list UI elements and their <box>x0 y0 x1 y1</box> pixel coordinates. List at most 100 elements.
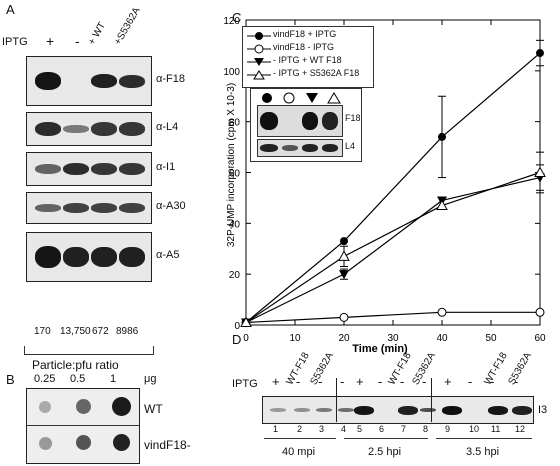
inset-marker-1 <box>262 93 272 103</box>
dot-wt-2 <box>76 399 91 414</box>
i3-band-2 <box>294 408 310 412</box>
amount-unit: μg <box>144 373 157 385</box>
series-line-4 <box>245 171 541 323</box>
iptg-sign-d-7: - <box>400 374 405 389</box>
ratio-footer: Particle:pfu ratio <box>32 358 119 372</box>
blot-4 <box>26 192 152 224</box>
blot-label-1: α-F18 <box>156 73 185 85</box>
series-4-point-2 <box>338 250 350 261</box>
lane-number-4: 4 <box>341 424 347 434</box>
time-label-2: 2.5 hpi <box>368 446 402 458</box>
x-tick-label-6: 60 <box>534 333 546 344</box>
iptg-sign-d-9: + <box>444 374 452 389</box>
inset-l4-blot <box>257 139 343 157</box>
blot-3-band-4 <box>119 163 145 175</box>
series-4-point-4 <box>534 166 546 177</box>
blot-1-band-3 <box>91 74 117 88</box>
time-label-3: 3.5 hpi <box>466 446 500 458</box>
blot-label-3: α-I1 <box>156 161 176 173</box>
iptg-label-d: IPTG <box>232 378 258 390</box>
y-tick-label-2: 40 <box>229 219 241 230</box>
row-label-wt: WT <box>144 402 163 416</box>
inset-marker-2 <box>283 92 295 104</box>
series-line-3 <box>245 176 541 323</box>
lane-label-wt: + WT <box>86 20 109 47</box>
panel-b-letter: B <box>6 372 15 387</box>
divider-1 <box>336 378 337 422</box>
iptg-sign-d-6: - <box>378 374 383 389</box>
dot-vind-1 <box>39 437 52 450</box>
iptg-sign-d-2: - <box>296 374 301 389</box>
lane-number-9: 9 <box>445 424 451 434</box>
legend-entry-4: - IPTG + S5362A F18 <box>273 68 360 78</box>
i3-band-1 <box>270 408 286 412</box>
blot-2-band-2 <box>63 125 89 133</box>
inset-l4-band-3 <box>302 144 318 152</box>
blot-1 <box>26 56 152 106</box>
inset-f18-band-3 <box>302 112 318 130</box>
blot-5-band-3 <box>91 247 117 267</box>
x-tick-label-5: 50 <box>485 333 497 344</box>
y-tick-label-0: 0 <box>234 321 240 332</box>
lane-number-10: 10 <box>469 424 480 434</box>
ratio-4: 8986 <box>116 326 139 337</box>
blot-3-band-3 <box>91 163 117 175</box>
lane-number-3: 3 <box>319 424 325 434</box>
ratio-1: 170 <box>34 326 51 337</box>
legend-entry-3: - IPTG + WT F18 <box>273 55 342 65</box>
lane-number-12: 12 <box>515 424 526 434</box>
series-1-point-3 <box>438 132 446 141</box>
series-line-1 <box>245 52 541 323</box>
blot-label-5: α-A5 <box>156 249 180 261</box>
inset-l4-band-2 <box>282 145 298 151</box>
blot-1-band-1 <box>35 72 61 90</box>
iptg-sign-d-10: - <box>468 374 473 389</box>
legend-marker-open-triangle <box>253 70 265 80</box>
blot-1-band-4 <box>119 74 145 88</box>
i3-band-8 <box>420 408 436 412</box>
series-4-point-3 <box>436 199 448 211</box>
x-tick-label-1: 10 <box>289 333 301 344</box>
blot-2-band-3 <box>91 122 117 136</box>
blot-2-band-1 <box>35 122 61 136</box>
dot-vind-2 <box>76 435 91 450</box>
x-tick-label-2: 20 <box>338 333 350 344</box>
series-line-2 <box>245 311 540 324</box>
time-label-1: 40 mpi <box>282 446 316 458</box>
y-tick-label-5: 100 <box>223 67 240 78</box>
ratio-bracket <box>24 346 154 355</box>
dot-wt-3 <box>112 397 131 416</box>
divider-2 <box>431 378 432 422</box>
inset-marker-4 <box>327 92 341 104</box>
dot-vind-3 <box>113 434 130 451</box>
blot-4-band-1 <box>35 204 61 212</box>
chart-y-label: 32P-UMP incorporation (cpm X 10-3) <box>226 83 237 247</box>
lane-label-s5362a: +S5362A <box>112 5 143 48</box>
i3-band-5 <box>354 405 374 415</box>
series-1-point-4 <box>536 49 544 58</box>
series-2-point-4 <box>535 307 545 317</box>
ratio-2: 13,750 <box>60 326 91 337</box>
blot-5-band-2 <box>63 247 89 267</box>
inset-f18-band-1 <box>260 112 278 130</box>
blot-4-band-3 <box>91 203 117 213</box>
blot-3-band-1 <box>35 164 61 174</box>
lane-number-8: 8 <box>423 424 429 434</box>
i3-band-9 <box>442 405 462 415</box>
chart-x-label: Time (min) <box>352 343 408 355</box>
blot-3-band-2 <box>63 163 89 175</box>
x-tick-label-3: 30 <box>387 333 399 344</box>
lane-number-1: 1 <box>273 424 279 434</box>
series-3-point-2 <box>339 270 349 280</box>
inset-label-f18: F18 <box>345 113 361 123</box>
dot-wt-1 <box>39 401 51 413</box>
chart-c: 0 20 40 60 80 100 120 0 10 20 30 40 50 60 32P-UMP inc… <box>223 16 546 355</box>
iptg-sign-d-12: - <box>514 374 519 389</box>
legend-marker-filled-circle <box>255 32 263 40</box>
blot-4-band-2 <box>63 203 89 213</box>
iptg-sign-d-3: - <box>318 374 323 389</box>
blot-2 <box>26 112 152 146</box>
legend-entry-2: vindF18 - IPTG <box>273 42 335 52</box>
blot-5-band-4 <box>119 247 145 267</box>
y-tick-label-6: 120 <box>223 16 240 27</box>
